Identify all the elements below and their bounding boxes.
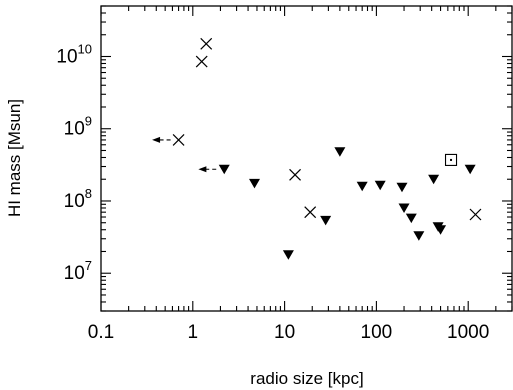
cross-point <box>289 168 301 181</box>
cross-stroke <box>304 206 317 219</box>
triangle-point <box>413 231 425 241</box>
square-point <box>444 153 458 166</box>
upper-limit-arrow-head <box>198 166 207 173</box>
y-axis-label: HI mass [Msun] <box>5 99 24 217</box>
y-tick-base: 10 <box>56 46 77 67</box>
y-tick-label: 1010 <box>56 41 92 67</box>
cross-stroke <box>469 208 482 221</box>
cross-stroke <box>289 168 301 181</box>
x-tick-label: 10 <box>274 322 295 343</box>
square-outline <box>444 153 458 166</box>
y-tick-label: 108 <box>64 186 92 212</box>
y-tick-exponent: 9 <box>85 114 92 129</box>
y-tick-label: 109 <box>64 114 92 140</box>
data-points <box>172 37 482 260</box>
x-tick-label: 1 <box>188 322 199 343</box>
y-tick-exponent: 8 <box>85 186 92 201</box>
triangle-point <box>374 180 386 191</box>
y-tick-base: 10 <box>64 263 85 284</box>
x-tick-label: 1000 <box>447 322 489 343</box>
cross-point <box>200 37 213 50</box>
triangle-point <box>398 203 410 213</box>
triangle-point <box>405 213 417 224</box>
upper-limit-arrow-head <box>152 136 161 143</box>
x-tick-labels: 0.1 1 10 100 1000 <box>88 322 490 343</box>
triangle-point <box>248 178 260 189</box>
x-tick-label: 100 <box>361 322 393 343</box>
triangle-point <box>282 250 294 260</box>
x-axis-label: radio size [kpc] <box>250 369 363 388</box>
cross-point <box>172 134 185 146</box>
y-tick-base: 10 <box>64 191 85 212</box>
triangle-point <box>218 164 230 175</box>
y-tick-label: 107 <box>64 258 92 284</box>
triangle-point <box>356 181 368 192</box>
x-tick-label: 0.1 <box>88 322 114 343</box>
plot-frame <box>100 5 513 312</box>
upper-limit-arrows <box>152 136 217 173</box>
square-center-dot <box>450 158 453 161</box>
triangle-point <box>396 182 408 193</box>
cross-point <box>304 206 317 219</box>
triangle-point <box>320 215 332 226</box>
cross-point <box>469 208 482 221</box>
cross-stroke <box>200 37 213 50</box>
axis-ticks <box>100 5 513 312</box>
triangle-point <box>435 225 447 235</box>
cross-stroke <box>195 55 208 68</box>
triangle-point <box>334 147 346 157</box>
cross-point <box>195 55 208 68</box>
y-tick-base: 10 <box>64 119 85 140</box>
triangle-point <box>428 174 440 185</box>
y-tick-exponent: 7 <box>85 258 92 273</box>
cross-stroke <box>172 134 185 146</box>
y-tick-exponent: 10 <box>78 41 92 56</box>
triangle-point <box>464 164 476 175</box>
